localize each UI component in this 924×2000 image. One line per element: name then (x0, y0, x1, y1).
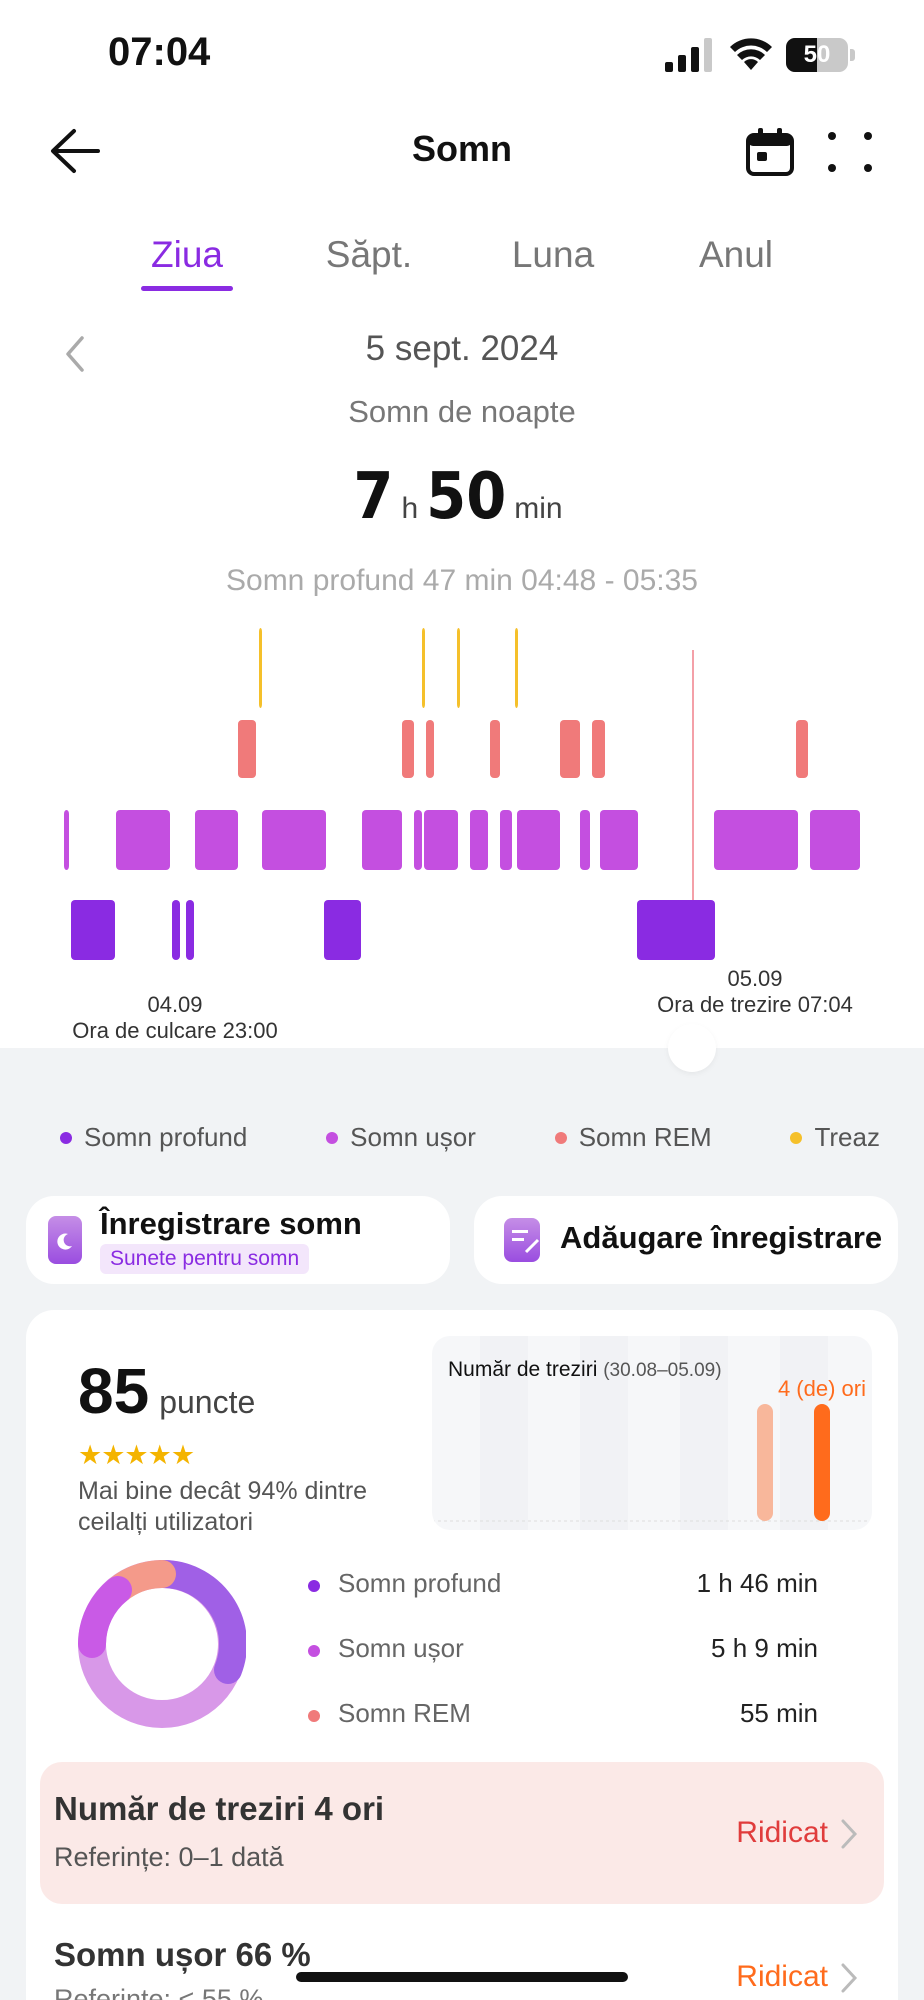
score-value: 85 (78, 1355, 150, 1427)
chevron-right-icon (841, 1819, 858, 1849)
wakeups-alert-reference: Referințe: 0–1 dată (54, 1842, 284, 1872)
tab-year[interactable]: Anul (698, 234, 774, 275)
battery-icon: 50 (786, 38, 856, 72)
more-options-icon[interactable] (826, 130, 874, 174)
wakeups-chart-title: Număr de treziri (30.08–05.09) (448, 1358, 722, 1381)
sleep-type: Somn de noapte (348, 394, 576, 429)
sleep-recording-button[interactable]: Înregistrare somn Sunete pentru somn (26, 1196, 450, 1284)
score-unit: puncte (159, 1384, 256, 1420)
wake-text: Ora de trezire 07:04 (657, 992, 853, 1017)
duration-minutes: 50 (426, 460, 507, 534)
minutes-unit: min (514, 492, 563, 525)
sleep-stage-chart[interactable] (60, 620, 870, 970)
back-arrow-icon[interactable] (48, 126, 102, 176)
stage-ratio-donut (78, 1560, 246, 1728)
wake-date: 05.09 (727, 966, 783, 991)
stage-segment-awake (422, 628, 425, 708)
stage-segment-light (362, 810, 402, 870)
tab-week[interactable]: Săpt. (325, 234, 413, 275)
page-title: Somn (411, 128, 512, 169)
stage-segment-rem (402, 720, 414, 778)
comparison-text: Mai bine decât 94% dintre ceilalți utili… (78, 1477, 368, 1536)
stage-segment-rem (592, 720, 605, 778)
star-rating: ★★★★★ (78, 1440, 195, 1470)
awake-marker-line (692, 650, 694, 900)
wifi-icon (730, 38, 772, 70)
wakeups-count: 4 (de) ori (777, 1376, 866, 1401)
legend-awake: Treaz (790, 1122, 880, 1153)
add-record-button[interactable]: Adăugare înregistrare (474, 1196, 898, 1284)
previous-day-icon[interactable] (60, 334, 90, 374)
stage-segment-deep (71, 900, 115, 960)
stage-segment-light (500, 810, 512, 870)
stage-segment-light (714, 810, 798, 870)
chevron-right-icon (841, 1963, 858, 1993)
active-tab-indicator (141, 286, 233, 291)
cellular-signal-icon (665, 38, 712, 72)
stage-segment-deep (637, 900, 715, 960)
stage-segment-rem (238, 720, 256, 778)
stage-segment-deep (186, 900, 194, 960)
selected-date: 5 sept. 2024 (365, 329, 559, 368)
light-sleep-alert-reference: Referințe: < 55 % (54, 1984, 264, 2000)
stage-segment-light (580, 810, 590, 870)
bedtime-date: 04.09 (147, 992, 203, 1017)
duration-hours: 7 (353, 460, 394, 534)
calendar-icon[interactable] (744, 126, 796, 178)
stage-segment-light (262, 810, 326, 870)
hours-unit: h (401, 492, 419, 525)
total-sleep-duration: 7 h 50 min (0, 460, 924, 534)
stage-segment-deep (172, 900, 180, 960)
stage-segment-light (116, 810, 170, 870)
stage-legend: Somn profund Somn ușor Somn REM Treaz (60, 1122, 880, 1153)
tab-day[interactable]: Ziua (151, 234, 223, 275)
wakeups-mini-chart[interactable]: Număr de treziri (30.08–05.09) 4 (de) or… (432, 1336, 872, 1530)
home-indicator (296, 1972, 628, 1982)
sleep-sounds-tag[interactable]: Sunete pentru somn (100, 1244, 310, 1274)
stage-segment-light (414, 810, 422, 870)
stage-segment-rem (796, 720, 808, 778)
battery-level: 50 (803, 41, 831, 68)
legend-deep: Somn profund (60, 1122, 247, 1153)
sleep-sound-icon (48, 1216, 82, 1264)
wake-time-label: 05.09 Ora de trezire 07:04 (640, 966, 870, 1018)
sleep-recording-title: Înregistrare somn (100, 1206, 362, 1241)
bedtime-text: Ora de culcare 23:00 (72, 1018, 278, 1043)
stage-segment-rem (426, 720, 434, 778)
stage-segment-light (195, 810, 238, 870)
stage-segment-rem (490, 720, 500, 778)
stage-segment-light (470, 810, 488, 870)
light-sleep-alert-status: Ridicat (736, 1960, 828, 1993)
stage-segment-awake (259, 628, 262, 708)
stage-segment-deep (324, 900, 361, 960)
deep-sleep-info: Somn profund 47 min 04:48 - 05:35 (226, 564, 698, 597)
wakeups-alert-status: Ridicat (736, 1816, 828, 1849)
legend-light: Somn ușor (326, 1122, 476, 1153)
light-sleep-alert-title: Somn ușor 66 % (54, 1936, 311, 1973)
wakeups-alert-row[interactable]: Număr de treziri 4 ori Referințe: 0–1 da… (40, 1762, 884, 1904)
legend-rem: Somn REM (554, 1122, 712, 1153)
add-record-title: Adăugare înregistrare (560, 1220, 883, 1255)
sleep-summary-card: 85 puncte ★★★★★ Mai bine decât 94% dintre… (26, 1310, 898, 2000)
wakeups-alert-title: Număr de treziri 4 ori (54, 1790, 385, 1827)
add-record-icon (504, 1218, 540, 1262)
status-time: 07:04 (108, 30, 211, 74)
sleep-score: 85 puncte (78, 1354, 255, 1428)
stage-segment-light (810, 810, 860, 870)
stage-segment-light (424, 810, 458, 870)
stage-segment-awake (515, 628, 518, 708)
bedtime-label: 04.09 Ora de culcare 23:00 (60, 992, 290, 1044)
stage-segment-rem (560, 720, 580, 778)
stage-segment-light (517, 810, 560, 870)
chart-scrubber-handle[interactable] (668, 1024, 716, 1072)
tab-month[interactable]: Luna (511, 234, 595, 275)
stage-segment-light (64, 810, 69, 870)
stage-segment-awake (457, 628, 460, 708)
stage-segment-light (600, 810, 638, 870)
battery-fill (786, 38, 817, 72)
